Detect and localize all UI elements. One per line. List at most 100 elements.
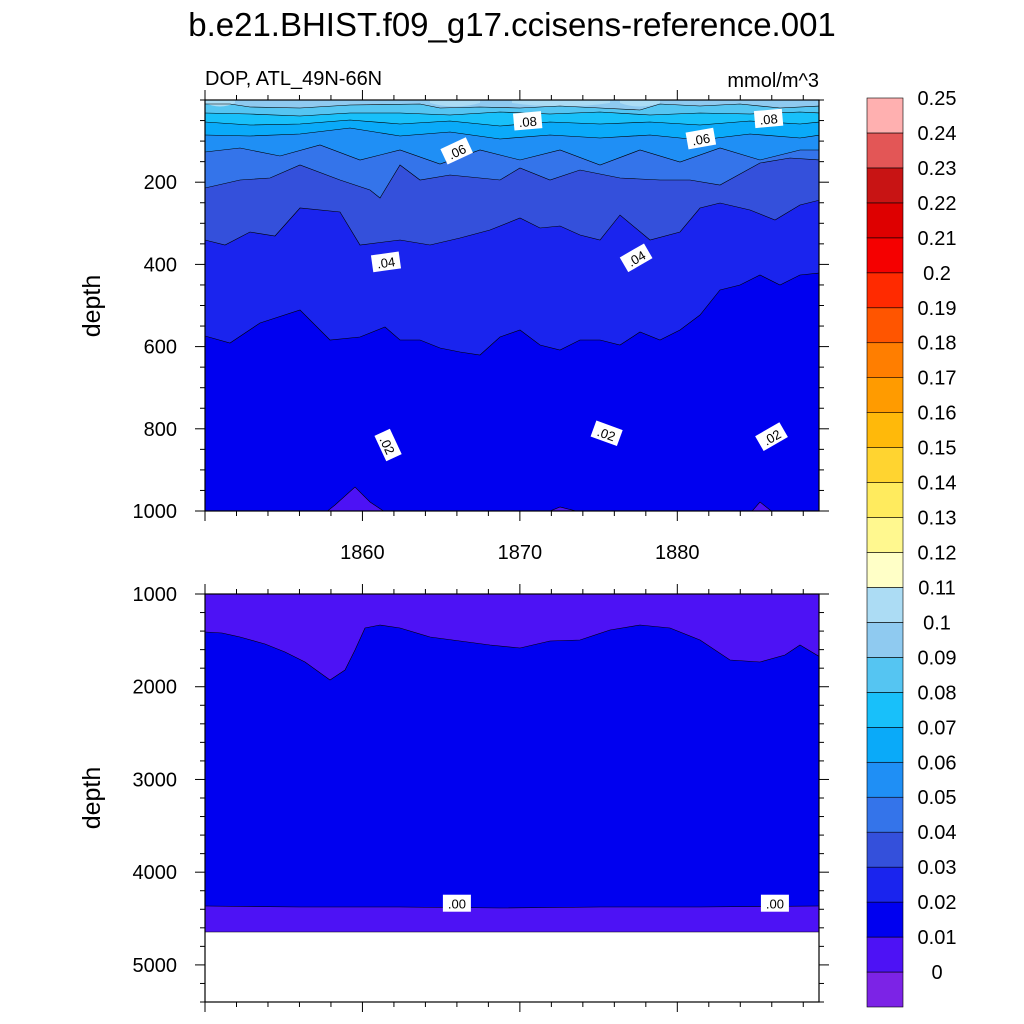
contour-label-box (685, 127, 717, 150)
contour-cap-0 (205, 100, 235, 107)
lower-contour-fills (205, 594, 819, 1002)
upper-axis-ticks (195, 90, 829, 521)
colorbar-box (866, 692, 904, 728)
upper-contour-fills (205, 100, 819, 511)
contour-label-text: .00 (766, 897, 784, 912)
contour-label-box (442, 894, 471, 912)
lower-y-axis-label: depth (78, 767, 106, 830)
contour-label-text: .06 (446, 141, 469, 162)
y-tick-label: 400 (144, 254, 177, 276)
colorbar-box (866, 482, 904, 518)
colorbar-box (866, 167, 904, 204)
colorbar-label: 0.02 (918, 892, 957, 914)
colorbar-box (866, 202, 904, 239)
colorbar-label: 0.11 (918, 577, 955, 599)
colorbar-box (866, 237, 904, 274)
contour-label-0: .08 (513, 111, 543, 131)
colorbar-label: 0.14 (918, 473, 957, 495)
colorbar-label: 0.15 (918, 438, 957, 460)
colorbar-label: 0.06 (918, 752, 957, 774)
contour-label-box (370, 251, 402, 273)
contour-label-text: .00 (448, 897, 466, 912)
colorbar-box (866, 272, 904, 309)
contour-label-box (513, 111, 543, 131)
contour-label-1: .08 (753, 108, 784, 129)
colorbar-label: 0.05 (918, 787, 957, 809)
upper-panel-left-label: DOP, ATL_49N-66N (205, 68, 382, 90)
colorbar-label: 0.17 (918, 368, 957, 390)
contour-label-box (590, 420, 623, 447)
colorbar-box (866, 831, 904, 868)
lower-contour-lines (205, 624, 819, 933)
lower-y-tick-labels: 1000 2000 3000 4000 5000 (133, 584, 178, 977)
y-tick-label: 4000 (133, 862, 178, 884)
contour-label-box (619, 243, 653, 273)
contour-line-3 (205, 127, 819, 141)
contour-line-7 (205, 272, 819, 356)
contour-label-0: .00 (442, 894, 471, 912)
contour-label-text: .02 (595, 424, 617, 444)
contour-line-4 (205, 144, 819, 166)
colorbar-label: 0.24 (918, 123, 957, 145)
y-tick-label: 800 (144, 419, 177, 441)
contour-label-box (755, 422, 788, 451)
upper-panel-right-label: mmol/m^3 (727, 70, 819, 92)
colorbar-label: 0.22 (918, 193, 957, 215)
x-tick-label: 1870 (498, 542, 543, 564)
upper-contour-lines (205, 103, 819, 511)
colorbar-box (866, 412, 904, 448)
y-tick-label: 600 (144, 337, 177, 359)
colorbar-label: 0.23 (918, 158, 957, 180)
contour-cap-1 (430, 100, 480, 107)
colorbar-box (866, 901, 904, 938)
colorbar-label: 0.2 (923, 263, 951, 285)
y-tick-label: 1000 (133, 584, 178, 606)
y-tick-label: 200 (144, 172, 177, 194)
colorbar-label: 0.09 (918, 647, 957, 669)
colorbar-label: 0.07 (918, 717, 957, 739)
contour-line-0 (205, 103, 819, 111)
colorbar-box (866, 377, 904, 413)
colorbar-label: 0.08 (918, 682, 957, 704)
contour-label-2: .06 (440, 137, 473, 165)
colorbar-box (866, 866, 904, 903)
colorbar-label: 0.1 (923, 612, 951, 634)
colorbar-box (866, 971, 904, 1008)
contour-cap-2 (512, 100, 610, 107)
colorbar-label: 0.12 (918, 543, 957, 565)
contour-label-box (760, 894, 789, 912)
upper-y-tick-labels: 200 400 600 800 1000 (133, 172, 178, 523)
contour-label-7: .02 (590, 420, 623, 447)
lower-contour-labels: .00 .00 (442, 894, 789, 912)
contour-line-1 (205, 905, 819, 909)
colorbar-box (866, 342, 904, 378)
y-tick-label: 5000 (133, 955, 178, 977)
contour-label-box (440, 137, 473, 165)
x-tick-label: 1860 (340, 542, 385, 564)
colorbar-label: 0 (931, 962, 942, 984)
contour-label-1: .00 (760, 894, 789, 912)
colorbar-label: 0.04 (918, 822, 957, 844)
contour-band-8 (327, 487, 772, 511)
contour-label-text: .04 (376, 254, 396, 271)
figure-title: b.e21.BHIST.f09_g17.ccisens-reference.00… (188, 6, 836, 43)
colorbar-box (866, 307, 904, 344)
contour-label-text: .06 (691, 131, 711, 149)
contour-line-8 (327, 486, 772, 511)
colorbar-box (866, 796, 904, 833)
colorbar-label: 0.01 (918, 927, 957, 949)
colorbar-label: 0.18 (918, 333, 957, 355)
colorbar-label: 0.16 (918, 403, 957, 425)
contour-cap-3 (620, 100, 660, 107)
y-tick-label: 1000 (133, 501, 178, 523)
contour-label-box (753, 108, 784, 129)
colorbar-box (866, 727, 904, 763)
colorbar-box (866, 517, 904, 553)
colorbar-box (866, 657, 904, 693)
y-tick-label: 2000 (133, 677, 178, 699)
contour-label-3: .06 (685, 127, 717, 150)
lower-axis-ticks (195, 584, 829, 1012)
colorbar-box (866, 552, 904, 588)
colorbar: 0 0.01 0.02 0.03 0.04 0.05 0.06 0.07 0.08 0.09 0.1… (866, 88, 957, 1008)
